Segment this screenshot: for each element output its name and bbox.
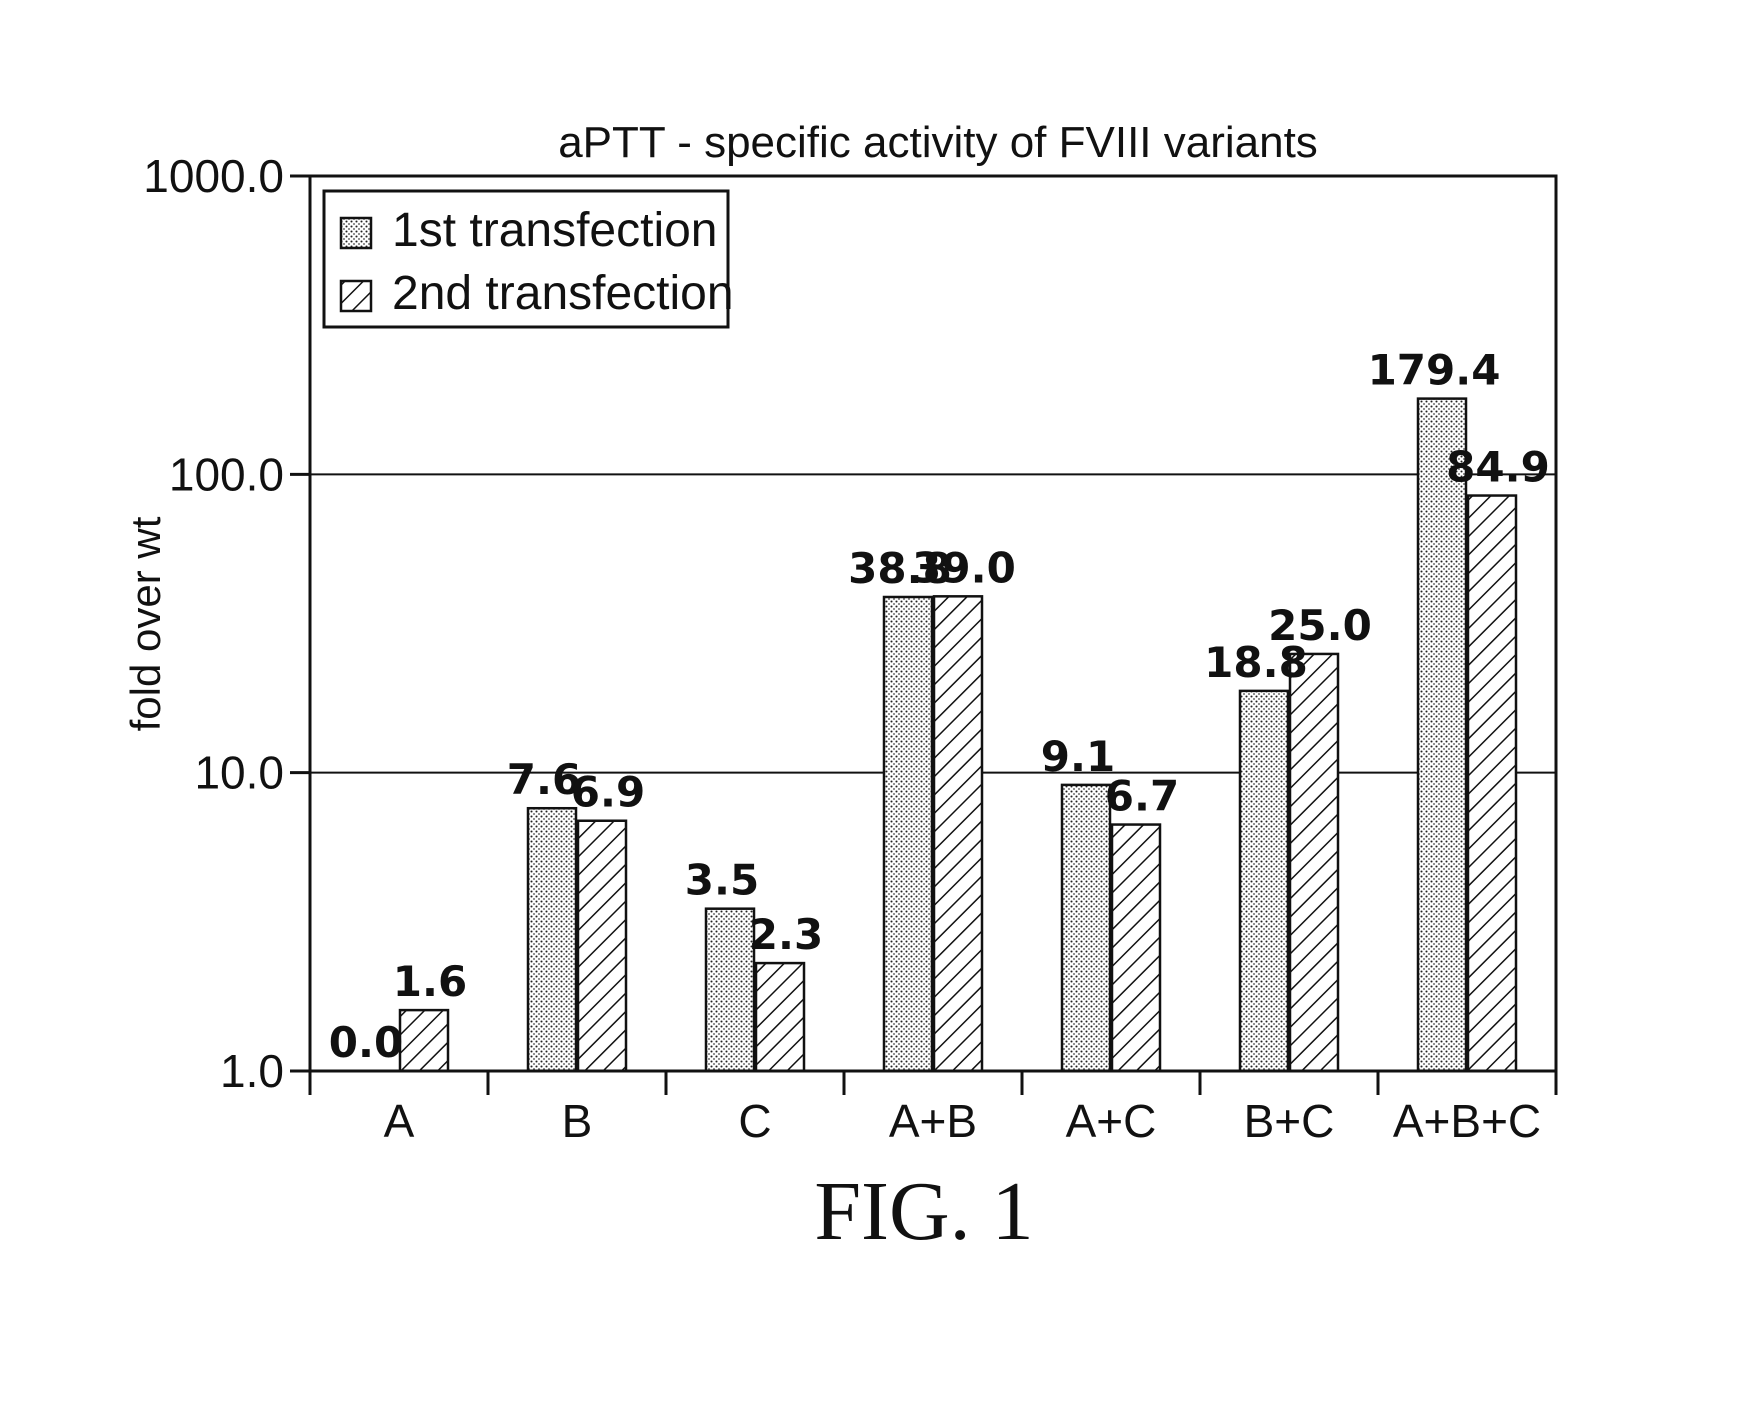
- y-tick-label: 1000.0: [143, 150, 284, 202]
- y-axis-label: fold over wt: [122, 516, 169, 731]
- bar-series-2: [756, 963, 804, 1071]
- bar-series-1: [706, 909, 754, 1071]
- y-tick-label: 100.0: [169, 448, 284, 500]
- data-label: 25.0: [1268, 601, 1372, 650]
- bar-series-2: [400, 1010, 448, 1071]
- bar-series-1: [884, 597, 932, 1071]
- bar-series-1: [1062, 785, 1110, 1071]
- bar-series-2: [578, 821, 626, 1071]
- x-axis: A B C A+B A+C B+C A+B+C: [310, 1071, 1556, 1147]
- data-label: 0.0: [329, 1018, 403, 1067]
- data-label: 179.4: [1368, 346, 1501, 395]
- legend-label-series-2: 2nd transfection: [392, 267, 734, 320]
- x-tick-label: B+C: [1244, 1095, 1335, 1147]
- data-label: 6.7: [1105, 772, 1179, 821]
- data-label: 6.9: [571, 768, 645, 817]
- x-tick-label: B: [562, 1095, 593, 1147]
- x-tick-label: A: [384, 1095, 415, 1147]
- legend: 1st transfection 2nd transfection: [324, 191, 734, 327]
- bar-series-2: [1290, 654, 1338, 1071]
- x-tick-label: A+B: [889, 1095, 977, 1147]
- legend-swatch-series-1: [341, 218, 371, 248]
- bar-series-2: [1468, 496, 1516, 1071]
- bar-series-2: [934, 596, 982, 1071]
- bar-series-1: [1418, 399, 1466, 1071]
- x-tick-label: A+C: [1066, 1095, 1157, 1147]
- bar-series-2: [1112, 825, 1160, 1071]
- bars: [400, 399, 1516, 1071]
- data-label: 39.0: [912, 543, 1016, 592]
- bar-series-1: [528, 808, 576, 1071]
- chart-title: aPTT - specific activity of FVIII varian…: [558, 118, 1318, 167]
- data-label: 3.5: [685, 856, 759, 905]
- x-tick-label: C: [738, 1095, 771, 1147]
- legend-swatch-series-2: [341, 281, 371, 311]
- legend-label-series-1: 1st transfection: [392, 204, 718, 257]
- data-label: 1.6: [393, 957, 467, 1006]
- figure-caption: FIG. 1: [814, 1165, 1033, 1258]
- y-tick-label: 1.0: [220, 1045, 284, 1097]
- bar-series-1: [1240, 691, 1288, 1071]
- data-label: 2.3: [749, 910, 823, 959]
- x-tick-label: A+B+C: [1393, 1095, 1541, 1147]
- data-label: 84.9: [1446, 443, 1550, 492]
- y-tick-label: 10.0: [194, 747, 284, 799]
